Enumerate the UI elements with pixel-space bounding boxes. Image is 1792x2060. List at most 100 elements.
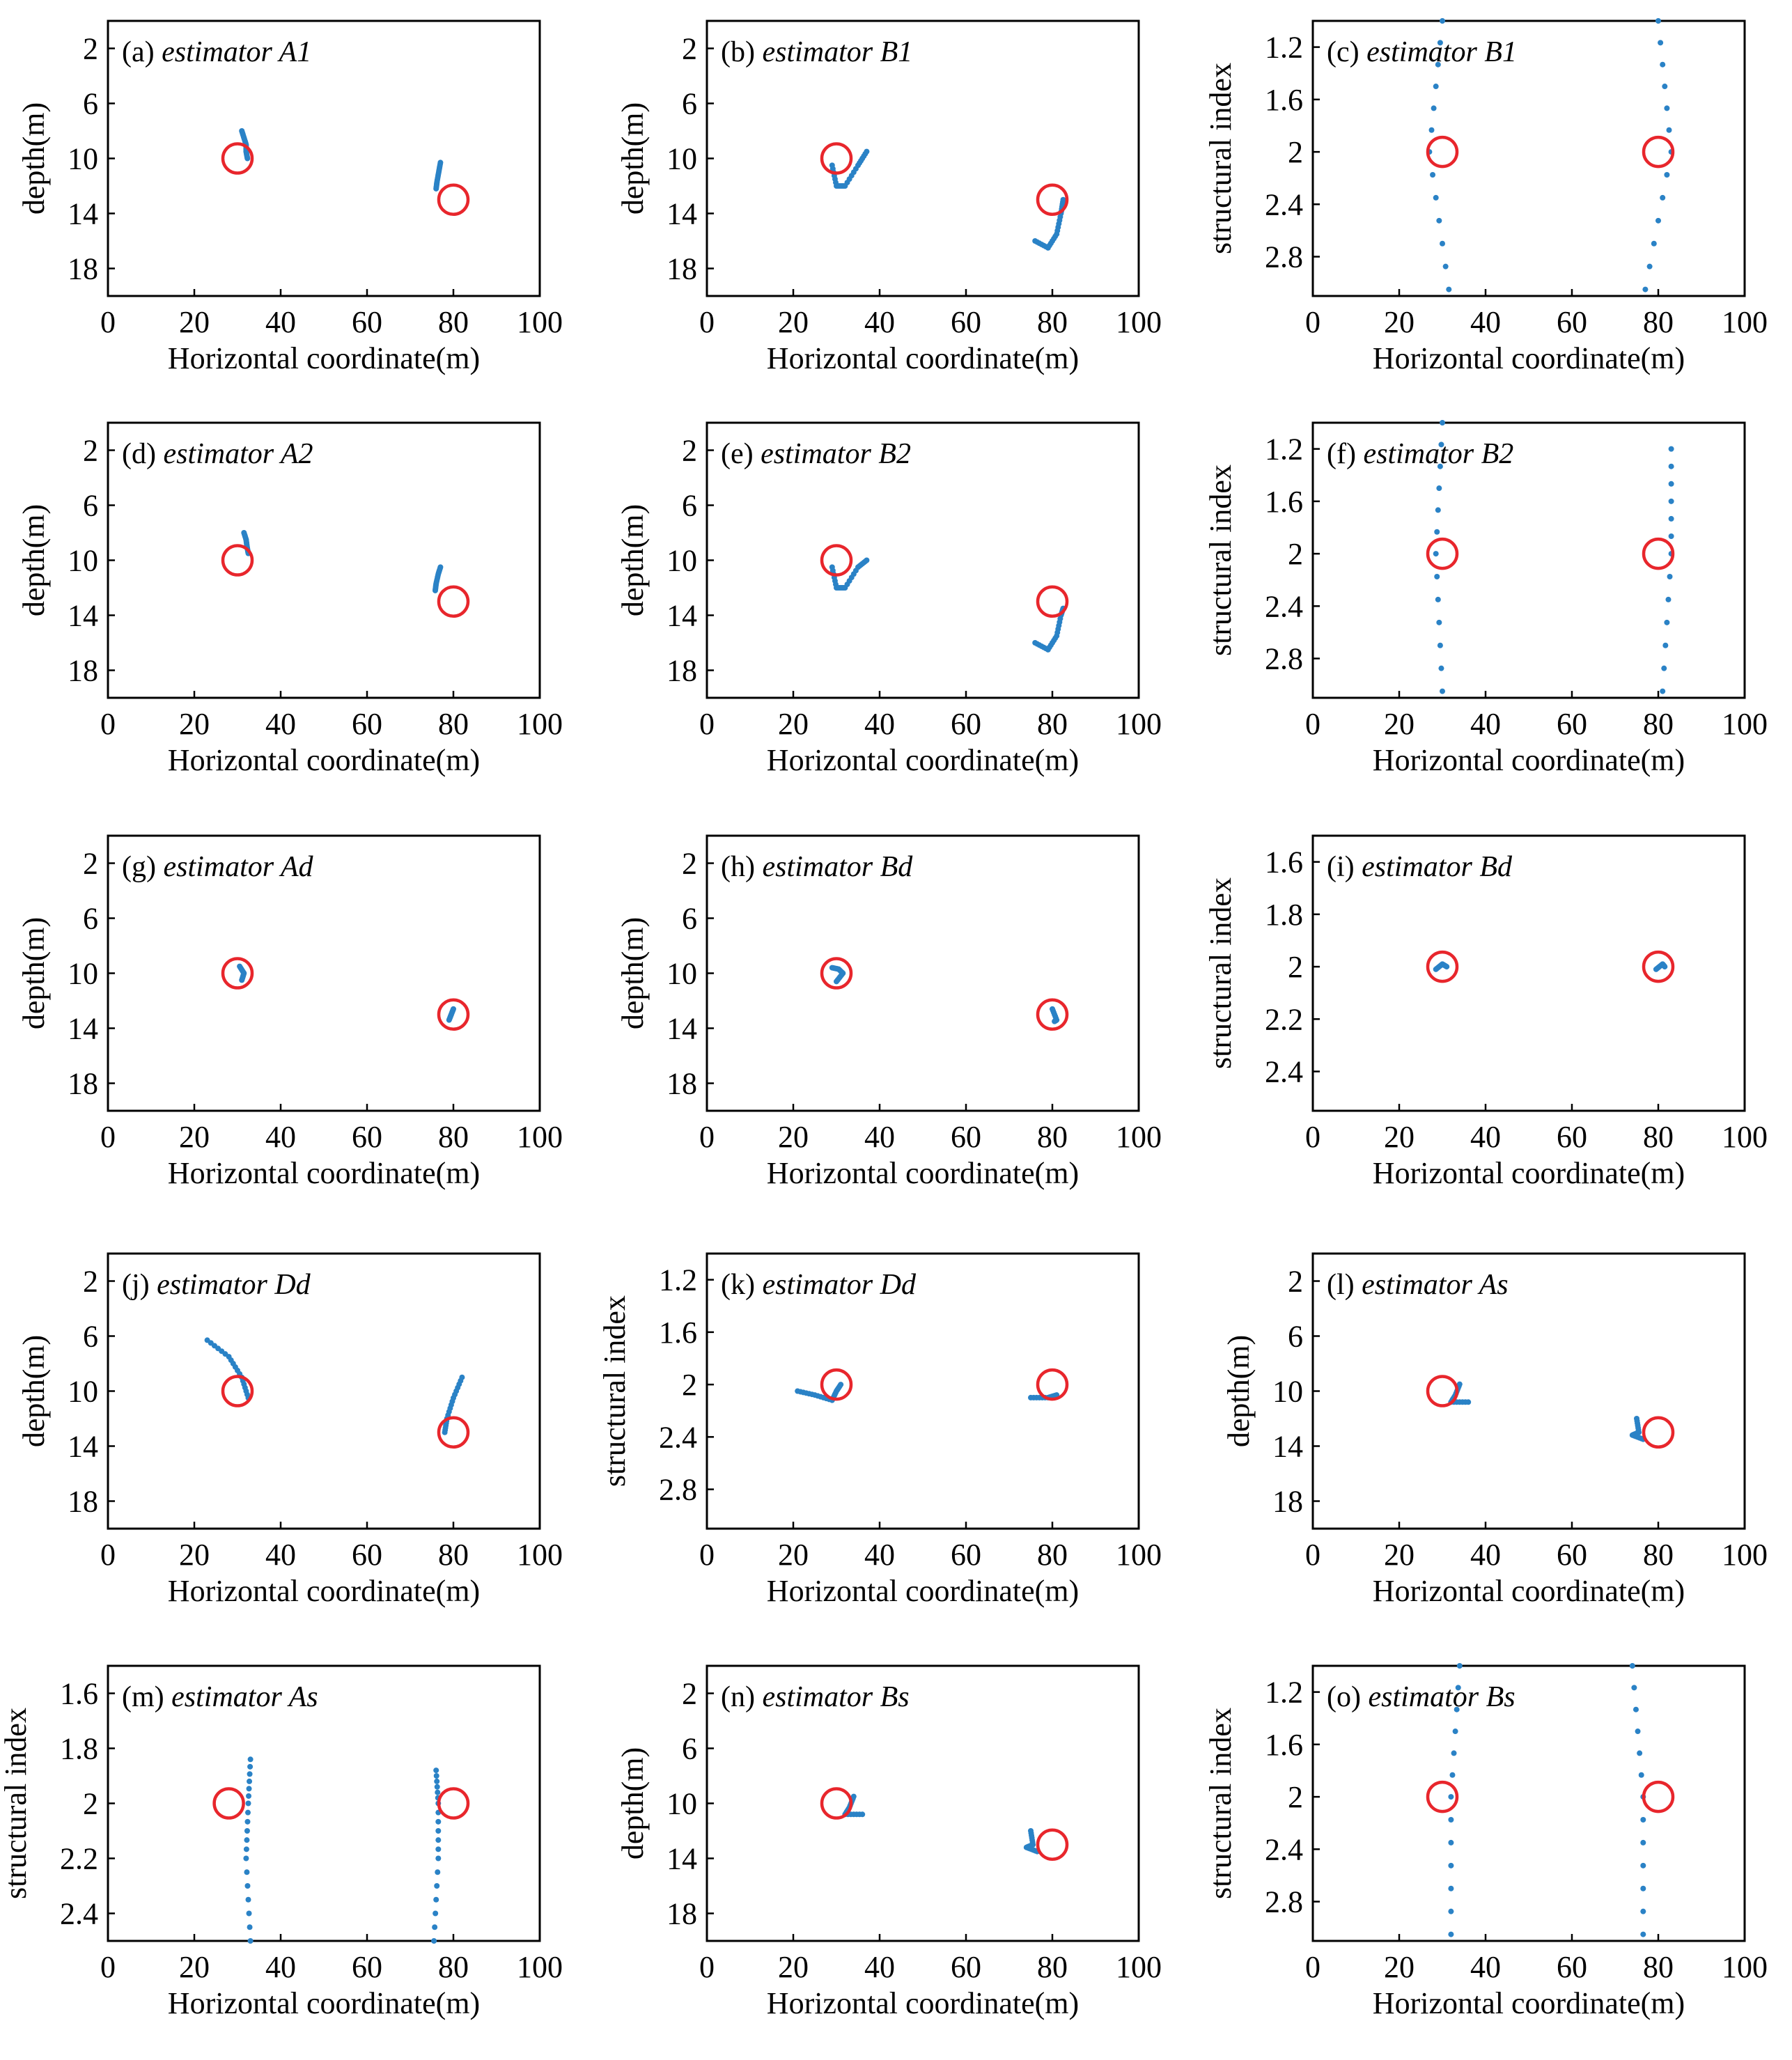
solution-point: [1434, 529, 1440, 535]
y-tick-label: 14: [68, 1012, 98, 1046]
x-tick-label: 100: [517, 1538, 563, 1572]
x-tick-label: 0: [699, 707, 715, 741]
y-axis-label: depth(m): [616, 1747, 650, 1859]
y-tick-label: 1.2: [659, 1263, 697, 1297]
solution-point: [1660, 688, 1666, 694]
solution-point: [247, 1778, 253, 1784]
chart-panel-j: 0 20 40 60 80 100 2 6 10 14 18 Horizontal coordinat…: [17, 1252, 563, 1608]
solution-point: [859, 1811, 866, 1818]
solution-point: [1440, 688, 1445, 694]
y-tick-label: 10: [667, 544, 697, 578]
solution-point: [1640, 1862, 1646, 1868]
x-axis-label: Horizontal coordinate(m): [168, 1574, 480, 1608]
y-tick-label: 1.2: [1265, 1676, 1303, 1710]
solution-point: [1662, 84, 1668, 90]
solution-point: [1640, 1885, 1646, 1891]
x-tick-label: 0: [100, 707, 116, 741]
solution-point: [1658, 40, 1664, 46]
solution-point: [244, 1883, 251, 1889]
chart-panel-e: 0 20 40 60 80 100 2 6 10 14 18 Horizontal coordinat…: [616, 421, 1162, 777]
x-tick-label: 60: [951, 305, 981, 339]
solution-point: [1436, 217, 1442, 224]
y-tick-label: 2.4: [1265, 187, 1303, 221]
true-source-marker: [1036, 1368, 1069, 1401]
y-tick-label: 18: [68, 654, 98, 688]
solution-point: [1440, 240, 1445, 247]
plot-frame: [1311, 421, 1746, 699]
solution-point: [1631, 1685, 1637, 1691]
solution-point: [1664, 105, 1670, 111]
solution-point: [244, 1837, 250, 1843]
true-source-marker: [820, 142, 853, 175]
x-tick-label: 100: [1722, 305, 1768, 339]
y-tick-label: 2.8: [1265, 1885, 1303, 1919]
solution-point: [1451, 1750, 1457, 1756]
solution-point: [1664, 172, 1670, 178]
x-tick-label: 40: [1470, 707, 1501, 741]
x-tick-label: 20: [179, 1120, 210, 1154]
x-tick-label: 40: [265, 707, 296, 741]
solution-point: [239, 977, 245, 983]
plot-frame: [1311, 1664, 1746, 1942]
true-source-marker: [1426, 1780, 1459, 1813]
x-tick-label: 20: [179, 305, 210, 339]
solution-point: [245, 1800, 251, 1807]
y-tick-label: 6: [1288, 1320, 1303, 1354]
solution-point: [1440, 18, 1445, 24]
x-tick-label: 20: [1384, 1950, 1415, 1984]
y-tick-label: 2: [682, 847, 697, 881]
x-tick-label: 60: [352, 1538, 382, 1572]
x-axis-label: Horizontal coordinate(m): [1373, 1986, 1685, 2020]
true-source-marker: [221, 1375, 254, 1407]
panel-letter: (k): [721, 1269, 762, 1301]
true-source-marker: [820, 544, 853, 577]
y-tick-label: 2.4: [659, 1420, 697, 1454]
panel-estimator: estimator Bs: [1368, 1681, 1515, 1713]
chart-panel-m: 0 20 40 60 80 100 1.6 1.8 2 2.2 2.4 Horizontal coor…: [0, 1664, 563, 2020]
panel-title: (n) estimator Bs: [721, 1681, 910, 1713]
solution-point: [1436, 619, 1442, 625]
true-source-marker: [1426, 135, 1459, 169]
solution-point: [838, 1382, 844, 1388]
y-axis-label: depth(m): [17, 1335, 51, 1447]
chart-panel-b: 0 20 40 60 80 100 2 6 10 14 18 Horizontal coordinat…: [616, 19, 1162, 375]
x-tick-label: 100: [1722, 1538, 1768, 1572]
true-source-marker: [437, 585, 470, 618]
solution-point: [1448, 1839, 1454, 1846]
solution-point: [247, 1756, 254, 1763]
y-axis-label: structural index: [598, 1295, 632, 1487]
panel-letter: (h): [721, 851, 762, 883]
x-axis-label: Horizontal coordinate(m): [168, 1986, 480, 2020]
x-axis-label: Horizontal coordinate(m): [1373, 743, 1685, 777]
x-axis-label: Horizontal coordinate(m): [767, 1574, 1079, 1608]
y-tick-label: 2: [83, 1265, 98, 1299]
true-source-marker: [1426, 1375, 1459, 1407]
y-tick-label: 1.2: [1265, 31, 1303, 65]
true-source-marker: [1426, 950, 1459, 983]
x-tick-label: 0: [100, 1120, 116, 1154]
x-tick-label: 60: [951, 1120, 981, 1154]
x-tick-label: 60: [951, 1538, 981, 1572]
y-tick-label: 1.6: [1265, 485, 1303, 519]
chart-panel-k: 0 20 40 60 80 100 1.2 1.6 2 2.4 2.8 Horizontal coor…: [598, 1252, 1162, 1608]
true-source-marker: [212, 1787, 245, 1820]
solution-point: [1456, 1663, 1463, 1669]
x-tick-label: 0: [699, 1120, 715, 1154]
x-tick-label: 0: [699, 305, 715, 339]
solution-point: [1668, 533, 1674, 540]
x-tick-label: 60: [951, 1950, 981, 1984]
y-tick-label: 14: [667, 1012, 697, 1046]
panel-letter: (g): [122, 851, 163, 883]
y-tick-label: 10: [68, 1375, 98, 1409]
x-tick-label: 80: [1643, 305, 1674, 339]
x-tick-label: 80: [438, 707, 469, 741]
panel-title: (k) estimator Dd: [721, 1269, 917, 1301]
panel-letter: (f): [1327, 438, 1363, 470]
solution-point: [243, 1855, 249, 1862]
panel-title: (l) estimator As: [1327, 1269, 1509, 1301]
y-tick-label: 2: [1288, 1265, 1303, 1299]
x-axis-label: Horizontal coordinate(m): [767, 1156, 1079, 1190]
y-axis-label: structural index: [1203, 465, 1238, 656]
solution-point: [1442, 263, 1449, 270]
